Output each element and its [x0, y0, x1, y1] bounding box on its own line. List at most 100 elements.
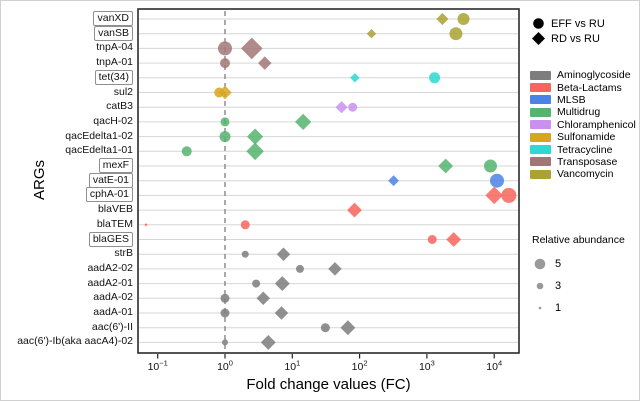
data-point-diamond — [328, 262, 342, 276]
data-point-diamond — [256, 291, 270, 306]
y-axis-label: aadA-02 — [93, 291, 133, 304]
data-point-circle — [181, 146, 192, 157]
legend-class-label: Vancomycin — [557, 168, 614, 181]
y-axis-label: aadA2-02 — [87, 261, 133, 274]
legend-size-label: 1 — [555, 302, 562, 314]
legend-size-label: 5 — [555, 258, 562, 270]
data-point-diamond — [438, 158, 454, 174]
y-axis-label: qacH-02 — [93, 114, 133, 127]
legend-comparison-item: RD vs RU — [531, 31, 605, 46]
data-point-circle — [241, 250, 249, 258]
y-axis-label: blaGES — [88, 231, 133, 247]
data-point-circle — [457, 13, 470, 25]
legend-comparison: EFF vs RU RD vs RU — [531, 16, 605, 46]
data-point-diamond — [246, 128, 264, 145]
data-point-circle — [449, 27, 463, 41]
data-point-diamond — [335, 101, 348, 114]
legend-class-label: Tetracycline — [557, 143, 613, 156]
data-point-circle — [218, 41, 232, 56]
y-axis-label: aadA-01 — [93, 306, 133, 318]
data-point-circle — [427, 235, 437, 244]
color-swatch — [530, 120, 551, 130]
y-axis-label: vatE-01 — [88, 172, 133, 188]
legend-size-title: Relative abundance — [532, 234, 625, 246]
data-point-diamond — [218, 85, 232, 100]
legend-class-item: Beta-Lactams — [530, 81, 636, 94]
legend-comparison-label: RD vs RU — [551, 32, 600, 45]
legend-class-label: Sulfonamide — [557, 131, 616, 144]
legend-class: Aminoglycoside Beta-Lactams MLSB Multidrug C… — [530, 69, 636, 181]
data-point-diamond — [274, 306, 289, 320]
y-axis-label: catB3 — [106, 100, 133, 113]
color-swatch — [530, 70, 551, 80]
color-swatch — [530, 95, 551, 105]
x-tick-label: 10−1 — [148, 359, 168, 374]
data-point-circle — [483, 159, 497, 173]
legend-size-item: 1 — [532, 297, 625, 319]
legend-comparison-item: EFF vs RU — [531, 16, 605, 31]
data-point-circle — [320, 323, 330, 333]
legend-class-item: Transposase — [530, 156, 636, 168]
data-point-diamond — [240, 37, 263, 60]
y-axis-label: cphA-01 — [85, 187, 133, 203]
legend-class-label: Chloramphenicol — [557, 118, 636, 131]
color-swatch — [530, 107, 551, 117]
data-point-circle — [429, 72, 441, 84]
diamond-marker-icon — [532, 32, 545, 45]
data-point-circle — [501, 187, 517, 203]
circle-marker-icon — [533, 18, 544, 29]
data-point-diamond — [340, 320, 356, 336]
legend-class-label: Multidrug — [557, 106, 601, 119]
data-point-circle — [489, 173, 504, 188]
legend-class-item: Vancomycin — [530, 168, 636, 180]
data-point-diamond — [260, 334, 276, 350]
legend-size-item: 5 — [532, 253, 625, 275]
size-circle-icon — [536, 282, 544, 290]
panel-border — [137, 8, 520, 354]
data-point-diamond — [246, 142, 264, 161]
data-point-circle — [220, 117, 230, 127]
legend-size-label: 3 — [555, 280, 562, 292]
size-circle-icon — [538, 306, 542, 310]
y-axis-label: tet(34) — [94, 69, 133, 85]
y-axis-label: tnpA-04 — [96, 41, 133, 54]
data-point-diamond — [144, 223, 148, 227]
color-swatch — [530, 157, 551, 167]
data-point-circle — [240, 220, 250, 230]
legend-size: Relative abundance 5 3 1 — [532, 234, 625, 319]
y-axis-label: aac(6')-II — [91, 320, 133, 333]
y-axis-label: strB — [114, 247, 133, 260]
legend-class-label: Beta-Lactams — [557, 81, 622, 94]
legend-comparison-label: EFF vs RU — [551, 17, 605, 30]
data-point-diamond — [366, 28, 377, 39]
data-point-diamond — [350, 73, 360, 83]
data-point-circle — [220, 308, 230, 318]
y-axis-label: vanXD — [93, 11, 133, 26]
data-point-circle — [222, 339, 228, 346]
y-axis-label: aadA2-01 — [87, 276, 133, 289]
y-axis-label: mexF — [98, 158, 133, 173]
y-axis-label: aac(6')-Ib(aka aacA4)-02 — [17, 335, 133, 348]
x-axis-title: Fold change values (FC) — [246, 376, 411, 393]
x-tick-label: 101 — [284, 359, 300, 374]
legend-class-item: Chloramphenicol — [530, 119, 636, 131]
legend-size-items: 5 3 1 — [532, 253, 625, 319]
y-axis-label: sul2 — [113, 85, 133, 98]
data-point-diamond — [436, 12, 449, 26]
legend-class-label: MLSB — [557, 93, 586, 106]
data-point-diamond — [274, 276, 290, 292]
data-point-circle — [219, 131, 231, 143]
y-axis-label: qacEdelta1-02 — [65, 129, 133, 142]
size-circle-icon — [534, 258, 546, 270]
legend-class-item: Aminoglycoside — [530, 69, 636, 81]
data-point-diamond — [258, 56, 272, 70]
data-point-diamond — [446, 232, 462, 247]
legend-class-label: Transposase — [557, 155, 618, 168]
legend-class-item: Multidrug — [530, 106, 636, 118]
y-axis-label: vanSB — [94, 25, 133, 41]
data-point-circle — [220, 293, 230, 303]
legend-class-item: MLSB — [530, 94, 636, 106]
x-tick-label: 103 — [419, 359, 435, 374]
data-point-circle — [295, 264, 304, 273]
